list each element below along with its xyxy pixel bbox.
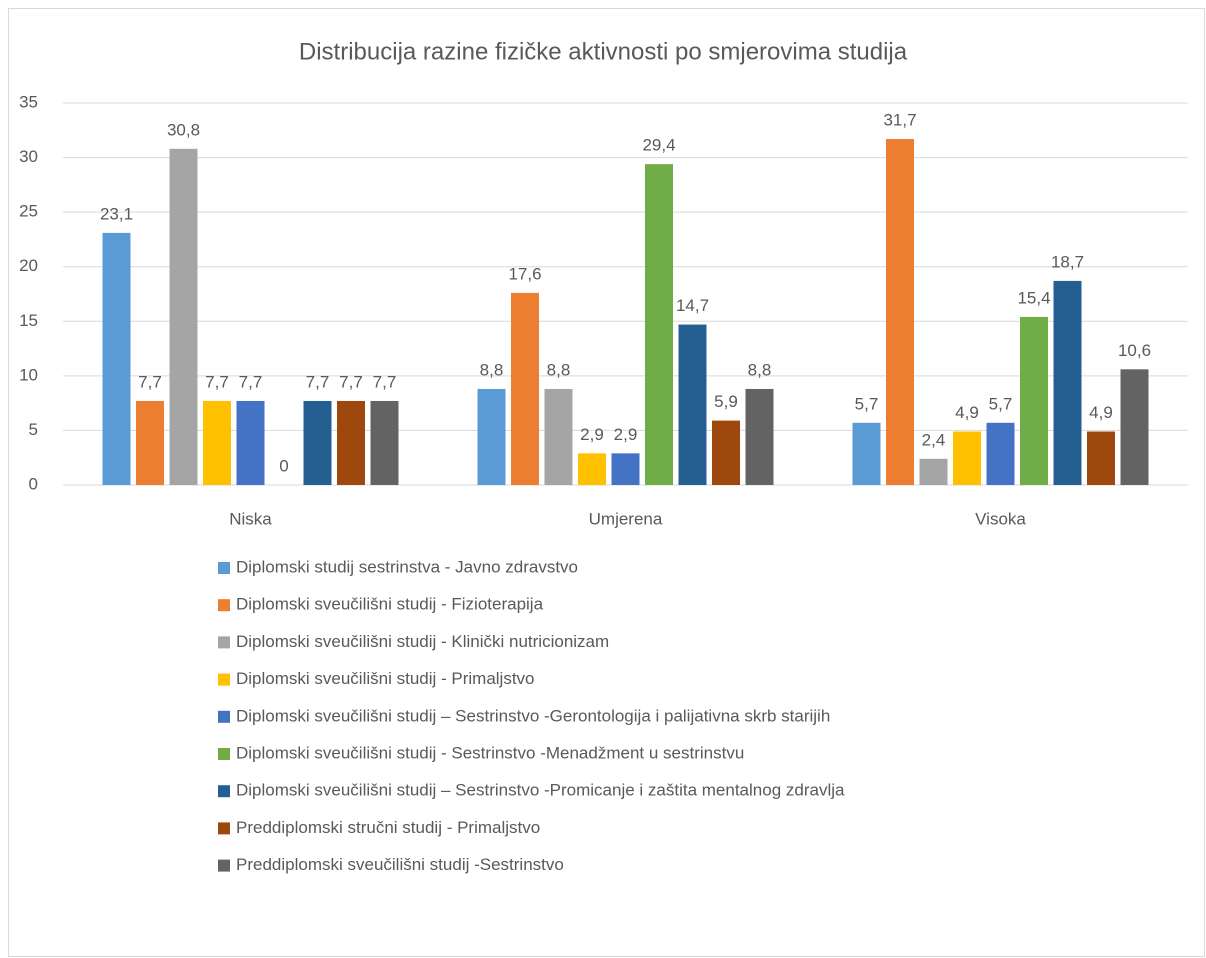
bar xyxy=(136,400,164,485)
bar xyxy=(1020,316,1048,485)
legend-swatch xyxy=(218,859,230,872)
data-label: 7,7 xyxy=(306,372,330,391)
data-label: 31,7 xyxy=(883,111,916,130)
bar xyxy=(678,324,707,485)
data-label: 18,7 xyxy=(1051,252,1084,271)
x-tick-label: Niska xyxy=(229,509,272,528)
data-label: 2,9 xyxy=(614,425,638,444)
legend-label: Preddiplomski sveučilišni studij -Sestri… xyxy=(236,855,564,874)
data-label: 2,9 xyxy=(580,425,604,444)
bar xyxy=(611,453,640,485)
bar xyxy=(370,400,399,485)
y-tick-label: 10 xyxy=(19,365,38,384)
bar xyxy=(1120,369,1149,485)
bar xyxy=(886,139,914,485)
bar xyxy=(1053,280,1082,485)
data-label: 10,6 xyxy=(1118,341,1151,360)
legend-label: Diplomski sveučilišni studij – Sestrinst… xyxy=(236,781,845,800)
bar xyxy=(919,458,948,485)
bar xyxy=(511,292,539,485)
legend-swatch xyxy=(218,710,230,723)
data-label: 7,7 xyxy=(205,372,229,391)
y-tick-label: 15 xyxy=(19,311,38,330)
legend-label: Diplomski sveučilišni studij - Klinički … xyxy=(236,632,609,651)
legend-label: Diplomski sveučilišni studij - Fiziotera… xyxy=(236,595,544,614)
data-label: 5,9 xyxy=(714,392,738,411)
legend-swatch xyxy=(218,562,230,574)
legend-label: Preddiplomski stručni studij - Primaljst… xyxy=(236,818,540,837)
data-label: 29,4 xyxy=(642,136,675,155)
y-tick-label: 25 xyxy=(19,202,38,221)
y-tick-label: 5 xyxy=(29,420,38,439)
legend-label: Diplomski sveučilišni studij - Sestrinst… xyxy=(236,743,744,762)
data-label: 17,6 xyxy=(508,264,541,283)
bar xyxy=(337,400,365,485)
bar xyxy=(953,431,981,485)
data-label: 7,7 xyxy=(239,372,263,391)
data-label: 8,8 xyxy=(748,360,772,379)
data-label: 0 xyxy=(279,456,288,475)
data-label: 23,1 xyxy=(100,204,133,223)
data-label: 2,4 xyxy=(922,430,946,449)
bar xyxy=(645,164,673,485)
bar xyxy=(477,388,506,485)
bar xyxy=(712,420,740,485)
data-label: 8,8 xyxy=(480,360,504,379)
bar xyxy=(852,422,881,485)
x-tick-label: Visoka xyxy=(975,509,1026,528)
data-label: 4,9 xyxy=(955,403,979,422)
data-label: 8,8 xyxy=(547,360,571,379)
legend-label: Diplomski sveučilišni studij – Sestrinst… xyxy=(236,706,830,725)
bar xyxy=(1087,431,1115,485)
legend-label: Diplomski studij sestrinstva - Javno zdr… xyxy=(236,557,578,576)
data-label: 4,9 xyxy=(1089,403,1113,422)
bar xyxy=(745,388,774,485)
data-label: 5,7 xyxy=(989,394,1013,413)
data-label: 14,7 xyxy=(676,296,709,315)
legend-swatch xyxy=(218,785,230,798)
bar xyxy=(169,148,198,485)
legend-swatch xyxy=(218,599,230,612)
y-tick-label: 30 xyxy=(19,147,38,166)
data-label: 7,7 xyxy=(138,372,162,391)
legend-swatch xyxy=(218,822,230,835)
y-tick-label: 20 xyxy=(19,256,38,275)
bar xyxy=(986,422,1015,485)
chart-title: Distribucija razine fizičke aktivnosti p… xyxy=(299,38,908,65)
data-label: 5,7 xyxy=(855,394,879,413)
legend-swatch xyxy=(218,673,230,686)
legend-label: Diplomski sveučilišni studij - Primaljst… xyxy=(236,669,535,688)
y-tick-label: 35 xyxy=(19,92,38,111)
legend-swatch xyxy=(218,636,230,649)
data-label: 7,7 xyxy=(373,372,397,391)
bar xyxy=(203,400,231,485)
x-tick-label: Umjerena xyxy=(589,509,663,528)
bar xyxy=(102,232,131,485)
bar xyxy=(236,400,265,485)
data-label: 15,4 xyxy=(1017,288,1050,307)
bar xyxy=(544,388,573,485)
data-label: 30,8 xyxy=(167,120,200,139)
y-tick-label: 0 xyxy=(29,474,38,493)
legend-swatch xyxy=(218,748,230,760)
bar xyxy=(303,400,332,485)
bar xyxy=(578,453,606,485)
data-label: 7,7 xyxy=(339,372,363,391)
